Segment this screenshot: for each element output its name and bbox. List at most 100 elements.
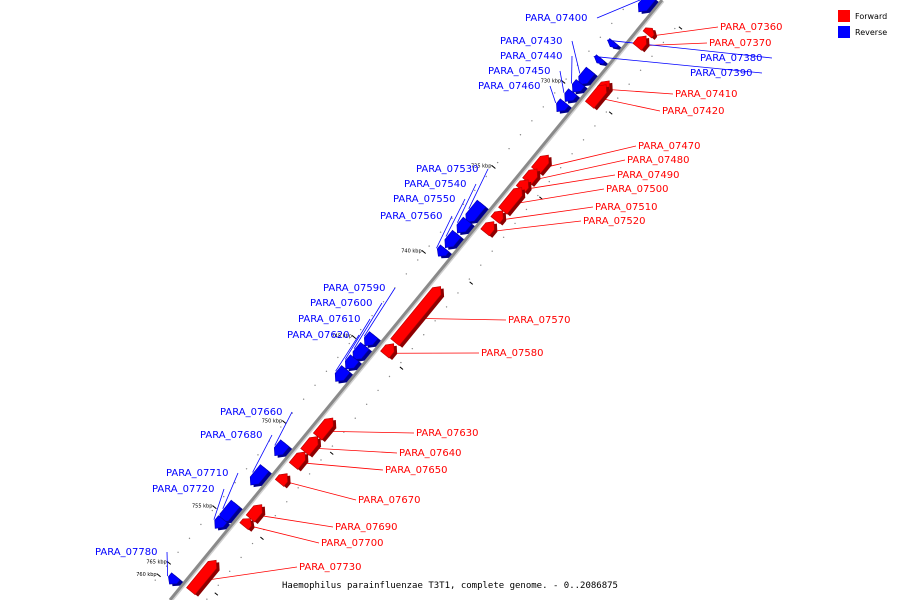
gene-para-07560-leader xyxy=(436,215,453,249)
gene-para-07570-label: PARA_07570 xyxy=(508,315,570,326)
gene-para-07400-leader xyxy=(596,0,641,19)
tick-mark xyxy=(156,573,161,578)
gene-para-07660-arrow[interactable] xyxy=(273,439,290,457)
gene-para-07650-arrow[interactable] xyxy=(288,451,306,470)
guide-dot xyxy=(388,375,391,378)
gene-para-07690-label: PARA_07690 xyxy=(335,522,397,533)
gene-para-07360-arrow[interactable] xyxy=(642,27,655,39)
gene-para-07700-arrow[interactable] xyxy=(239,518,252,531)
guide-dot xyxy=(405,273,408,275)
gene-para-07710-label: PARA_07710 xyxy=(166,468,228,479)
gene-para-07450-leader xyxy=(559,70,565,93)
gene-para-07360-label: PARA_07360 xyxy=(720,22,782,33)
guide-dot xyxy=(519,134,522,136)
guide-dot xyxy=(274,514,277,517)
guide-dot xyxy=(599,36,602,39)
gene-para-07590-leader xyxy=(363,287,396,337)
gene-para-07660-label: PARA_07660 xyxy=(220,407,282,418)
guide-dot xyxy=(628,83,630,85)
gene-para-07440-label: PARA_07440 xyxy=(500,51,562,62)
guide-dot xyxy=(451,217,453,219)
gene-para-07400-arrow[interactable] xyxy=(637,0,656,13)
gene-para-07550-arrow[interactable] xyxy=(444,229,462,249)
gene-para-07720-arrow[interactable] xyxy=(214,515,228,529)
tick-mark xyxy=(421,249,426,254)
gene-para-07520-arrow[interactable] xyxy=(480,221,495,237)
guide-dot xyxy=(411,347,414,350)
guide-dot xyxy=(445,306,448,308)
guide-dot xyxy=(234,482,236,484)
gene-para-07560-arrow[interactable] xyxy=(436,244,450,257)
gene-para-07470-leader xyxy=(547,145,637,168)
guide-dot xyxy=(200,523,202,526)
gene-para-07430-label: PARA_07430 xyxy=(500,36,562,47)
guide-dot xyxy=(257,454,259,456)
gene-para-07510-arrow[interactable] xyxy=(490,210,504,224)
gene-para-07670-arrow[interactable] xyxy=(274,473,288,487)
gene-para-07420-label: PARA_07420 xyxy=(662,106,724,117)
gene-para-07530-leader xyxy=(468,168,489,209)
gene-para-07480-label: PARA_07480 xyxy=(627,155,689,166)
guide-dot xyxy=(177,551,179,554)
guide-dot xyxy=(496,161,499,164)
guide-dot xyxy=(377,389,379,392)
gene-para-07650-label: PARA_07650 xyxy=(385,465,447,476)
gene-para-07550-label: PARA_07550 xyxy=(393,194,455,205)
guide-dot xyxy=(611,22,613,25)
gene-para-07630-leader xyxy=(330,430,415,434)
gene-para-07370-arrow[interactable] xyxy=(632,35,647,51)
gene-para-07390-label: PARA_07390 xyxy=(690,68,752,79)
gene-para-07600-label: PARA_07600 xyxy=(310,298,372,309)
guide-dot xyxy=(302,398,305,400)
tick-label: 755 kbp xyxy=(192,504,212,510)
gene-para-07450-arrow[interactable] xyxy=(564,88,578,102)
guide-dot xyxy=(605,111,608,113)
gene-para-07590-arrow[interactable] xyxy=(364,331,379,347)
gene-para-07390-arrow[interactable] xyxy=(594,54,606,65)
gene-para-07580-arrow[interactable] xyxy=(380,343,395,359)
gene-para-07390-leader xyxy=(593,56,763,74)
gene-para-07680-arrow[interactable] xyxy=(249,464,270,486)
tick-mark-forward xyxy=(260,536,264,540)
gene-para-07530-arrow[interactable] xyxy=(465,199,487,223)
guide-dot xyxy=(280,426,282,428)
guide-dot xyxy=(371,314,373,317)
gene-para-07520-label: PARA_07520 xyxy=(583,216,645,227)
gene-para-07430-arrow[interactable] xyxy=(578,66,596,85)
gene-para-07670-leader xyxy=(288,482,357,501)
gene-para-07460-leader xyxy=(549,85,557,103)
tick-mark xyxy=(491,164,496,169)
gene-para-07620-arrow[interactable] xyxy=(334,365,351,382)
gene-para-07420-arrow[interactable] xyxy=(584,84,607,109)
gene-para-07780-arrow[interactable] xyxy=(168,572,181,585)
gene-arrows[interactable] xyxy=(168,0,659,597)
gene-para-07540-arrow[interactable] xyxy=(456,216,473,234)
tick-mark-forward xyxy=(329,451,334,455)
gene-para-07550-leader xyxy=(445,198,466,237)
gene-para-07380-arrow[interactable] xyxy=(607,38,619,49)
gene-para-07410-leader xyxy=(610,89,674,95)
gene-para-07570-leader xyxy=(422,318,507,321)
gene-para-07540-label: PARA_07540 xyxy=(404,179,466,190)
guide-dot xyxy=(491,250,493,252)
gene-para-07700-leader xyxy=(252,526,320,544)
gene-para-07640-leader xyxy=(316,447,398,454)
guide-dot xyxy=(331,445,334,447)
gene-para-07600-arrow[interactable] xyxy=(352,341,370,361)
gene-para-07420-leader xyxy=(602,98,661,112)
gene-para-07460-arrow[interactable] xyxy=(556,98,570,112)
gene-para-07440-arrow[interactable] xyxy=(572,79,586,93)
guide-dot xyxy=(639,69,642,71)
gene-para-07710-leader xyxy=(222,472,239,509)
gene-para-07480-leader xyxy=(536,159,626,180)
guide-dot xyxy=(582,139,585,141)
gene-para-07610-arrow[interactable] xyxy=(345,354,360,370)
gene-para-07510-label: PARA_07510 xyxy=(595,202,657,213)
gene-para-07570-arrow[interactable] xyxy=(390,286,442,347)
guide-dot xyxy=(354,417,356,419)
gene-para-07730-arrow[interactable] xyxy=(186,559,217,596)
gene-para-07730-leader xyxy=(208,566,298,581)
gene-para-07700-label: PARA_07700 xyxy=(321,538,383,549)
